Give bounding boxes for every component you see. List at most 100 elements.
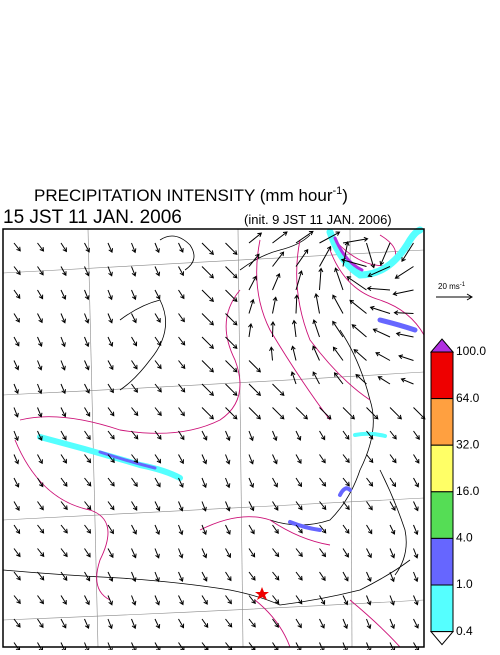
wind-arrow [314,292,320,314]
wind-arrow [13,571,21,581]
wind-arrow [154,360,162,370]
wind-arrow [248,322,253,338]
wind-arrow [178,430,185,441]
wind-arrow [131,548,137,559]
wind-arrow [154,266,161,277]
wind-arrow [248,595,256,605]
contours [14,234,425,648]
wind-arrow [248,454,254,465]
precip-band [338,486,352,497]
precip-band [326,226,424,279]
wind-arrow [13,289,21,299]
wind-arrow [154,454,162,464]
wind-arrow [346,276,367,291]
wind-arrow [342,524,350,534]
wind-arrow [154,618,161,629]
wind-arrow [84,242,90,253]
wind-arrow [13,618,21,628]
coastline [2,559,411,606]
wind-arrow [37,313,43,324]
coastline [159,235,195,271]
wind-arrow [369,305,391,314]
wind-arrow [107,430,115,440]
colorbar-over [429,338,455,353]
wind-arrow [342,548,349,558]
wind-arrow [37,524,45,534]
wind-arrow [355,373,367,385]
wind-arrow [413,595,419,606]
wind-arrow [272,296,278,314]
wind-arrow [225,501,231,512]
wind-arrow [107,618,113,630]
wind-arrow [332,346,344,361]
wind-arrow [37,477,44,488]
wind-arrow [13,454,20,465]
wind-arrow [225,618,233,628]
wind-arrow [225,571,232,582]
wind-arrow [272,501,279,511]
wind-arrow [413,501,419,512]
wind-arrow [366,618,372,630]
wind-arrow [60,595,67,605]
wind-arrow [201,242,214,255]
location-marker [255,587,269,600]
wind-arrow [13,242,21,252]
wind-arrow [319,477,327,487]
title-exponent: -1 [332,185,342,197]
wind-arrow [60,618,67,629]
wind-arrow [413,571,419,583]
wind-arrow [178,618,185,629]
wind-arrow [60,430,67,441]
wind-arrow [178,595,184,606]
wind-arrow [225,524,231,535]
wind-arrow [60,289,67,300]
wind-arrow [154,524,161,536]
precip-band [353,431,387,438]
wind-arrow [319,407,332,420]
wind-arrow [37,336,43,348]
wind-arrow [312,345,320,361]
title-end: ) [342,186,348,205]
wind-arrow [13,336,20,347]
wind-arrow [201,524,207,536]
wind-arrow [13,524,21,535]
vector-scale-label: 20 ms-1 [438,282,466,291]
lat-line [2,599,425,621]
contour [349,599,401,648]
contour [14,439,111,601]
wind-arrow [154,242,160,254]
wind-arrow [154,595,160,606]
wind-arrow [272,524,279,534]
wind-arrow [319,245,332,267]
wind-arrow [84,266,90,277]
wind-arrow [37,242,45,252]
wind-arrow [131,383,139,393]
lat-line [2,249,425,274]
wind-arrow [225,477,231,489]
wind-arrow [60,313,66,324]
wind-arrow [372,328,391,338]
wind-arrow [353,348,367,361]
wind-arrow [13,501,20,511]
contour [19,289,241,434]
wind-arrow [366,430,374,440]
wind-arrow [272,407,285,420]
wind-arrow [366,407,379,420]
wind-arrow [13,383,19,395]
wind-arrow [131,454,139,464]
wind-arrow [413,477,419,488]
wind-arrow [37,618,44,629]
wind-arrow [389,524,396,535]
wind-arrow [340,258,367,267]
map-frame [2,228,425,648]
wind-arrow [107,360,114,371]
wind-arrow [84,407,91,417]
vector-scale-exponent: -1 [460,282,466,288]
wind-arrow [131,407,139,417]
colorbar-label: 16.0 [456,484,480,498]
colorbar-segment [430,584,454,633]
wind-arrow [107,524,114,535]
wind-arrow [294,294,300,314]
wind-arrow [272,430,278,442]
wind-arrow [272,454,278,465]
